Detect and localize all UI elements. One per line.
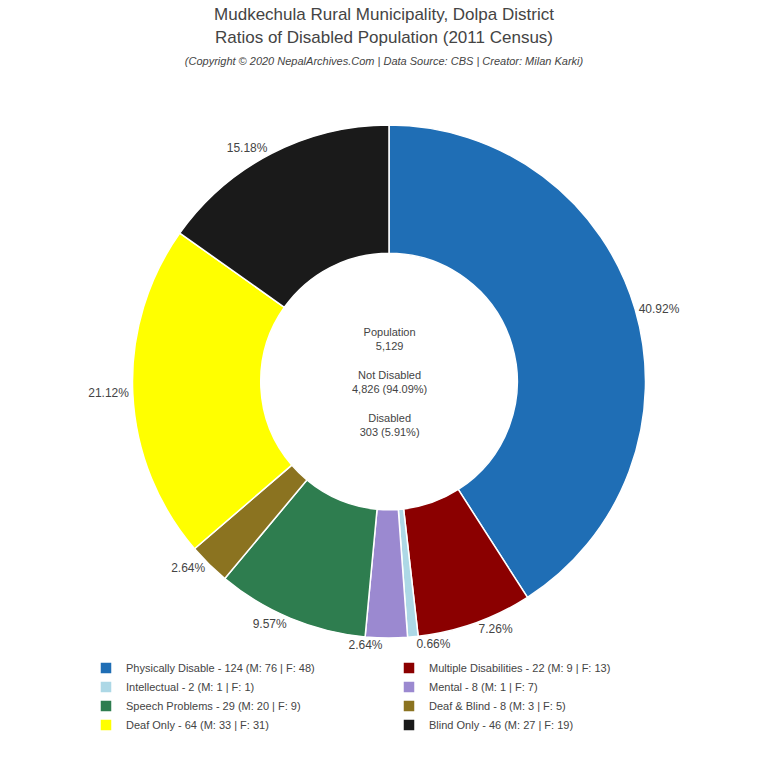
svg-text:7.26%: 7.26% — [479, 622, 513, 636]
svg-text:Mental - 8 (M: 1 | F: 7): Mental - 8 (M: 1 | F: 7) — [429, 681, 538, 693]
svg-text:9.57%: 9.57% — [253, 617, 287, 631]
svg-text:Blind Only - 46 (M: 27 | F: 19: Blind Only - 46 (M: 27 | F: 19) — [429, 719, 573, 731]
svg-text:Multiple Disabilities - 22 (M:: Multiple Disabilities - 22 (M: 9 | F: 13… — [429, 662, 610, 674]
svg-text:21.12%: 21.12% — [88, 386, 129, 400]
svg-text:Mudkechula Rural Municipality,: Mudkechula Rural Municipality, Dolpa Dis… — [185, 5, 584, 66]
svg-text:2.64%: 2.64% — [348, 638, 382, 652]
svg-text:40.92%: 40.92% — [639, 302, 680, 316]
svg-text:0.66%: 0.66% — [416, 637, 450, 651]
svg-text:Deaf Only - 64 (M: 33 | F: 31): Deaf Only - 64 (M: 33 | F: 31) — [126, 719, 269, 731]
svg-text:2.64%: 2.64% — [171, 561, 205, 575]
svg-text:Intellectual - 2 (M: 1 | F: 1): Intellectual - 2 (M: 1 | F: 1) — [126, 681, 254, 693]
svg-text:Population5,129Not Disabled4,8: Population5,129Not Disabled4,826 (94.09%… — [352, 326, 427, 438]
svg-text:Speech Problems - 29 (M: 20 |: Speech Problems - 29 (M: 20 | F: 9) — [126, 700, 301, 712]
svg-text:15.18%: 15.18% — [227, 141, 268, 155]
svg-text:Physically Disable - 124 (M: 7: Physically Disable - 124 (M: 76 | F: 48) — [126, 662, 315, 674]
svg-text:Deaf & Blind - 8 (M: 3 | F: 5): Deaf & Blind - 8 (M: 3 | F: 5) — [429, 700, 566, 712]
